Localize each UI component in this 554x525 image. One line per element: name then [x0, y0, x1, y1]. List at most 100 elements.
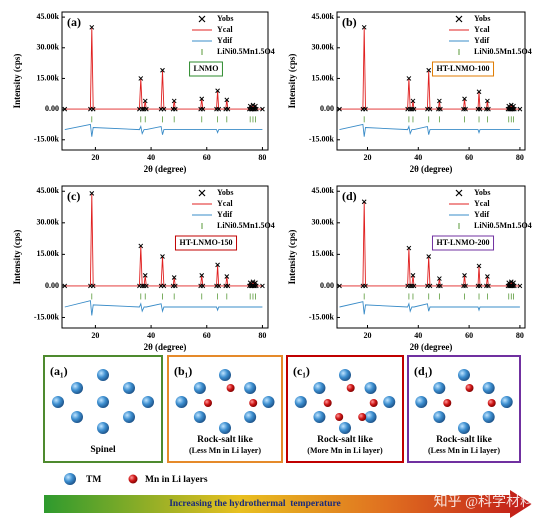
legend-label: Ycal — [474, 25, 490, 34]
tm-atom — [482, 411, 495, 423]
tm-atom — [123, 382, 135, 394]
mn-atom — [487, 399, 496, 407]
tm-atom — [71, 411, 83, 423]
yobs-marker — [200, 106, 206, 112]
yobs-marker — [486, 106, 491, 112]
yobs-marker — [426, 254, 432, 259]
yobs-marker — [463, 283, 468, 289]
legend-label: Ycal — [217, 25, 233, 34]
y-tick-label: 45.00k — [37, 12, 60, 21]
yobs-marker — [361, 199, 367, 205]
tm-atom — [97, 396, 109, 408]
yobs-marker — [337, 283, 342, 289]
panel-label: (d₁) — [414, 364, 432, 378]
yobs-marker — [138, 76, 144, 81]
tm-atom — [433, 382, 446, 394]
legend-label: Ydif — [217, 210, 232, 219]
x-tick-label: 40 — [147, 153, 155, 162]
yobs-marker — [411, 106, 417, 112]
ydif-line — [64, 123, 263, 137]
mn-atom — [203, 399, 212, 407]
tm-atom — [415, 396, 428, 408]
legend-yobs-symbol — [198, 15, 206, 23]
yobs-marker — [199, 96, 205, 102]
yobs-marker — [411, 283, 417, 289]
tm-atom — [364, 411, 377, 423]
tm-atom — [262, 396, 275, 408]
plot-frame — [61, 11, 269, 151]
tm-atom — [313, 411, 326, 423]
panel-caption: (Less Mn in Li layer) — [428, 446, 500, 455]
panel-caption: Rock-salt like — [436, 435, 492, 445]
x-axis-label: 2θ (degree) — [410, 342, 453, 352]
plot-frame — [336, 185, 526, 329]
yobs-marker — [160, 67, 165, 73]
legend-label: LiNi0.5Mn1.5O4 — [217, 47, 275, 56]
y-tick-label: -15.00k — [34, 312, 60, 321]
mn-atom — [443, 399, 452, 407]
mn-atom — [249, 399, 258, 407]
legend-label: TM — [86, 475, 101, 485]
yobs-marker — [171, 275, 177, 280]
tm-atom — [193, 411, 206, 423]
ycal-line — [339, 27, 520, 110]
yobs-marker — [260, 106, 265, 112]
x-axis-label: 2θ (degree) — [410, 164, 453, 174]
yobs-marker — [477, 106, 483, 112]
tm-atom — [458, 369, 470, 381]
tm-atom — [458, 422, 470, 434]
x-tick-label: 20 — [91, 153, 99, 162]
yobs-marker — [363, 106, 368, 112]
yobs-marker — [363, 283, 368, 289]
yobs-marker — [427, 106, 433, 112]
yobs-marker — [62, 106, 68, 112]
yobs-marker — [253, 106, 259, 112]
mn-atom — [358, 413, 367, 421]
x-tick-label: 60 — [465, 331, 473, 340]
ycal-line — [64, 27, 263, 110]
legend-label: Yobs — [474, 14, 490, 23]
panel-caption: (More Mn in Li layer) — [307, 446, 383, 455]
ycal-line — [64, 193, 263, 287]
y-tick-label: 0.00 — [45, 281, 59, 290]
x-tick-label: 40 — [414, 331, 422, 340]
legend-label: Yobs — [217, 14, 233, 23]
y-axis-label: Intensity (cps) — [12, 230, 22, 285]
y-tick-label: 0.00 — [320, 281, 334, 290]
plot-frame — [61, 185, 269, 329]
panel-label: (b₁) — [174, 364, 192, 378]
panel-label: (d) — [342, 189, 357, 203]
yobs-marker — [253, 283, 259, 289]
panel-label: (a₁) — [50, 364, 68, 378]
legend-label: Yobs — [474, 188, 490, 197]
x-tick-label: 80 — [258, 153, 266, 162]
panel-caption: (Less Mn in Li layer) — [189, 446, 261, 455]
y-tick-label: 30.00k — [37, 218, 60, 227]
yobs-marker — [462, 96, 467, 102]
legend-label: Ycal — [474, 199, 490, 208]
tm-atom — [193, 382, 206, 394]
sample-label: HT-LNMO-100 — [436, 64, 489, 73]
panel-caption: Rock-salt like — [197, 435, 253, 445]
yobs-marker — [200, 283, 206, 289]
tm-atom — [219, 422, 231, 434]
arrow — [44, 490, 532, 518]
tm-atom — [97, 369, 109, 381]
ydif-line — [64, 300, 263, 316]
tm-atom — [383, 396, 396, 408]
watermark: 知乎 @科学材料站 — [434, 493, 548, 510]
y-tick-label: 15.00k — [37, 249, 60, 258]
panel-caption: Spinel — [90, 445, 116, 455]
yobs-marker — [406, 245, 412, 251]
structure-panel — [167, 355, 283, 463]
yobs-marker — [511, 106, 517, 112]
legend-mn-symbol — [128, 474, 138, 484]
y-tick-label: 15.00k — [312, 249, 335, 258]
tm-atom — [52, 396, 64, 408]
tm-atom — [339, 369, 351, 381]
mn-atom — [335, 413, 344, 421]
yobs-marker — [437, 276, 442, 281]
yobs-marker — [89, 191, 95, 196]
x-axis-label: 2θ (degree) — [144, 164, 187, 174]
sample-box — [431, 235, 495, 251]
